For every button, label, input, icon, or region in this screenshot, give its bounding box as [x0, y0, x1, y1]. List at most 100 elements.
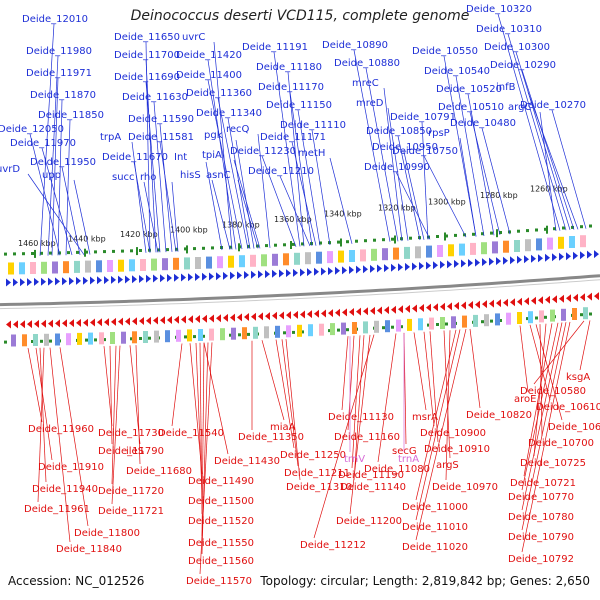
- reverse-gene-label: Deide_11000: [402, 502, 468, 513]
- outer-tick-dot: [499, 231, 502, 234]
- outer-tick-dot: [436, 235, 439, 238]
- reverse-feature-block: [99, 332, 104, 345]
- forward-gene-arrow: [202, 272, 207, 281]
- forward-gene-label: rho: [140, 172, 156, 183]
- reverse-label-leader: [413, 332, 427, 411]
- forward-label-leader: [207, 59, 237, 250]
- forward-gene-label: Deide_12050: [0, 124, 64, 135]
- forward-gene-label: Deide_10510: [438, 102, 504, 113]
- forward-gene-arrow: [405, 262, 410, 271]
- reverse-gene-arrow: [258, 312, 263, 321]
- reverse-feature-block: [297, 324, 302, 337]
- coordinate-tick-mark: [394, 235, 396, 244]
- forward-gene-arrow: [461, 259, 466, 268]
- outer-tick-dot: [211, 246, 214, 250]
- reverse-label-leader: [103, 346, 113, 427]
- outer-tick-dot: [247, 244, 250, 248]
- reverse-label-leader: [285, 339, 301, 481]
- reverse-gene-arrow: [97, 318, 102, 327]
- outer-tick-dot: [553, 227, 556, 231]
- reverse-feature-block: [88, 332, 93, 345]
- forward-label-leader: [207, 79, 243, 250]
- forward-label-leader: [211, 179, 231, 250]
- outer-tick-dot: [49, 251, 52, 255]
- forward-feature-block: [349, 250, 355, 262]
- forward-label-leader: [47, 55, 59, 256]
- forward-gene-arrow: [125, 275, 130, 284]
- reverse-feature-block: [187, 329, 192, 342]
- forward-gene-arrow: [293, 268, 298, 277]
- outer-tick-dot: [229, 245, 232, 249]
- forward-gene-label: Deide_11581: [128, 132, 194, 143]
- outer-tick-dot: [526, 229, 529, 233]
- reverse-gene-arrow: [461, 301, 466, 310]
- forward-label-leader: [145, 59, 157, 253]
- reverse-label-leader: [415, 329, 457, 501]
- reverse-feature-block: [165, 330, 170, 343]
- forward-label-leader: [235, 139, 255, 249]
- forward-feature-block: [30, 262, 36, 274]
- forward-gene-arrow: [69, 277, 74, 286]
- reverse-gene-label: Deide_10970: [432, 482, 498, 493]
- forward-gene-arrow: [594, 250, 599, 259]
- reverse-label-leader: [203, 342, 229, 455]
- reverse-feature-block: [220, 328, 225, 341]
- forward-feature-block: [85, 260, 91, 273]
- reverse-gene-label: Deide_11960: [28, 424, 94, 435]
- reverse-feature-block: [209, 328, 214, 341]
- reverse-gene-arrow: [48, 319, 53, 328]
- coordinate-tick-mark: [238, 243, 240, 252]
- reverse-gene-arrow: [13, 320, 18, 329]
- forward-label-leader: [383, 87, 403, 242]
- reverse-gene-label: Deide_11010: [402, 522, 468, 533]
- forward-feature-block: [74, 260, 80, 273]
- outer-tick-dot: [166, 248, 169, 252]
- forward-gene-arrow: [531, 254, 536, 263]
- forward-label-leader: [279, 175, 311, 247]
- forward-label-leader: [65, 119, 71, 256]
- reverse-gene-arrow: [524, 297, 529, 306]
- reverse-gene-arrow: [237, 313, 242, 322]
- forward-gene-arrow: [55, 277, 60, 286]
- reverse-label-leader: [135, 345, 141, 465]
- forward-gene-label: Deide_10310: [476, 24, 542, 35]
- outer-tick-dot: [76, 250, 79, 254]
- outer-tick-dot: [283, 243, 286, 247]
- coordinate-tick-label: 1420 kbp: [120, 230, 158, 239]
- reverse-label-leader: [351, 335, 361, 469]
- outer-tick-dot: [67, 251, 70, 255]
- reverse-label-leader: [313, 334, 375, 539]
- reverse-gene-arrow: [349, 308, 354, 317]
- forward-feature-block: [514, 240, 520, 252]
- reverse-label-leader: [111, 345, 117, 485]
- forward-label-leader: [39, 23, 55, 256]
- inner-tick-dot: [292, 330, 295, 334]
- outer-tick-dot: [472, 232, 475, 236]
- forward-gene-label: Deide_10300: [484, 42, 550, 53]
- reverse-gene-arrow: [286, 311, 291, 320]
- forward-feature-block: [404, 246, 410, 259]
- forward-gene-label: Deide_10880: [334, 58, 400, 69]
- forward-feature-block: [184, 257, 190, 270]
- forward-gene-label: Deide_11180: [256, 62, 322, 73]
- inner-tick-dot: [580, 313, 583, 317]
- forward-gene-label: Deide_10480: [450, 118, 516, 129]
- reverse-feature-block: [330, 323, 335, 336]
- forward-gene-arrow: [20, 278, 25, 287]
- forward-feature-block: [250, 254, 256, 267]
- inner-tick-dot: [544, 315, 547, 319]
- inner-tick-dot: [535, 316, 538, 320]
- outer-tick-dot: [40, 251, 43, 255]
- forward-label-leader: [467, 93, 495, 236]
- forward-label-leader: [217, 97, 249, 249]
- forward-feature-block: [239, 255, 245, 268]
- forward-gene-arrow: [468, 259, 473, 268]
- reverse-gene-label: Deide_11840: [56, 544, 122, 555]
- outer-tick-dot: [580, 225, 583, 229]
- reverse-gene-arrow: [132, 317, 137, 326]
- reverse-feature-block: [33, 334, 38, 346]
- forward-gene-label: Deide_11690: [114, 72, 180, 83]
- reverse-gene-arrow: [419, 304, 424, 313]
- forward-gene-arrow: [321, 267, 326, 276]
- forward-gene-label: Deide_11150: [266, 100, 332, 111]
